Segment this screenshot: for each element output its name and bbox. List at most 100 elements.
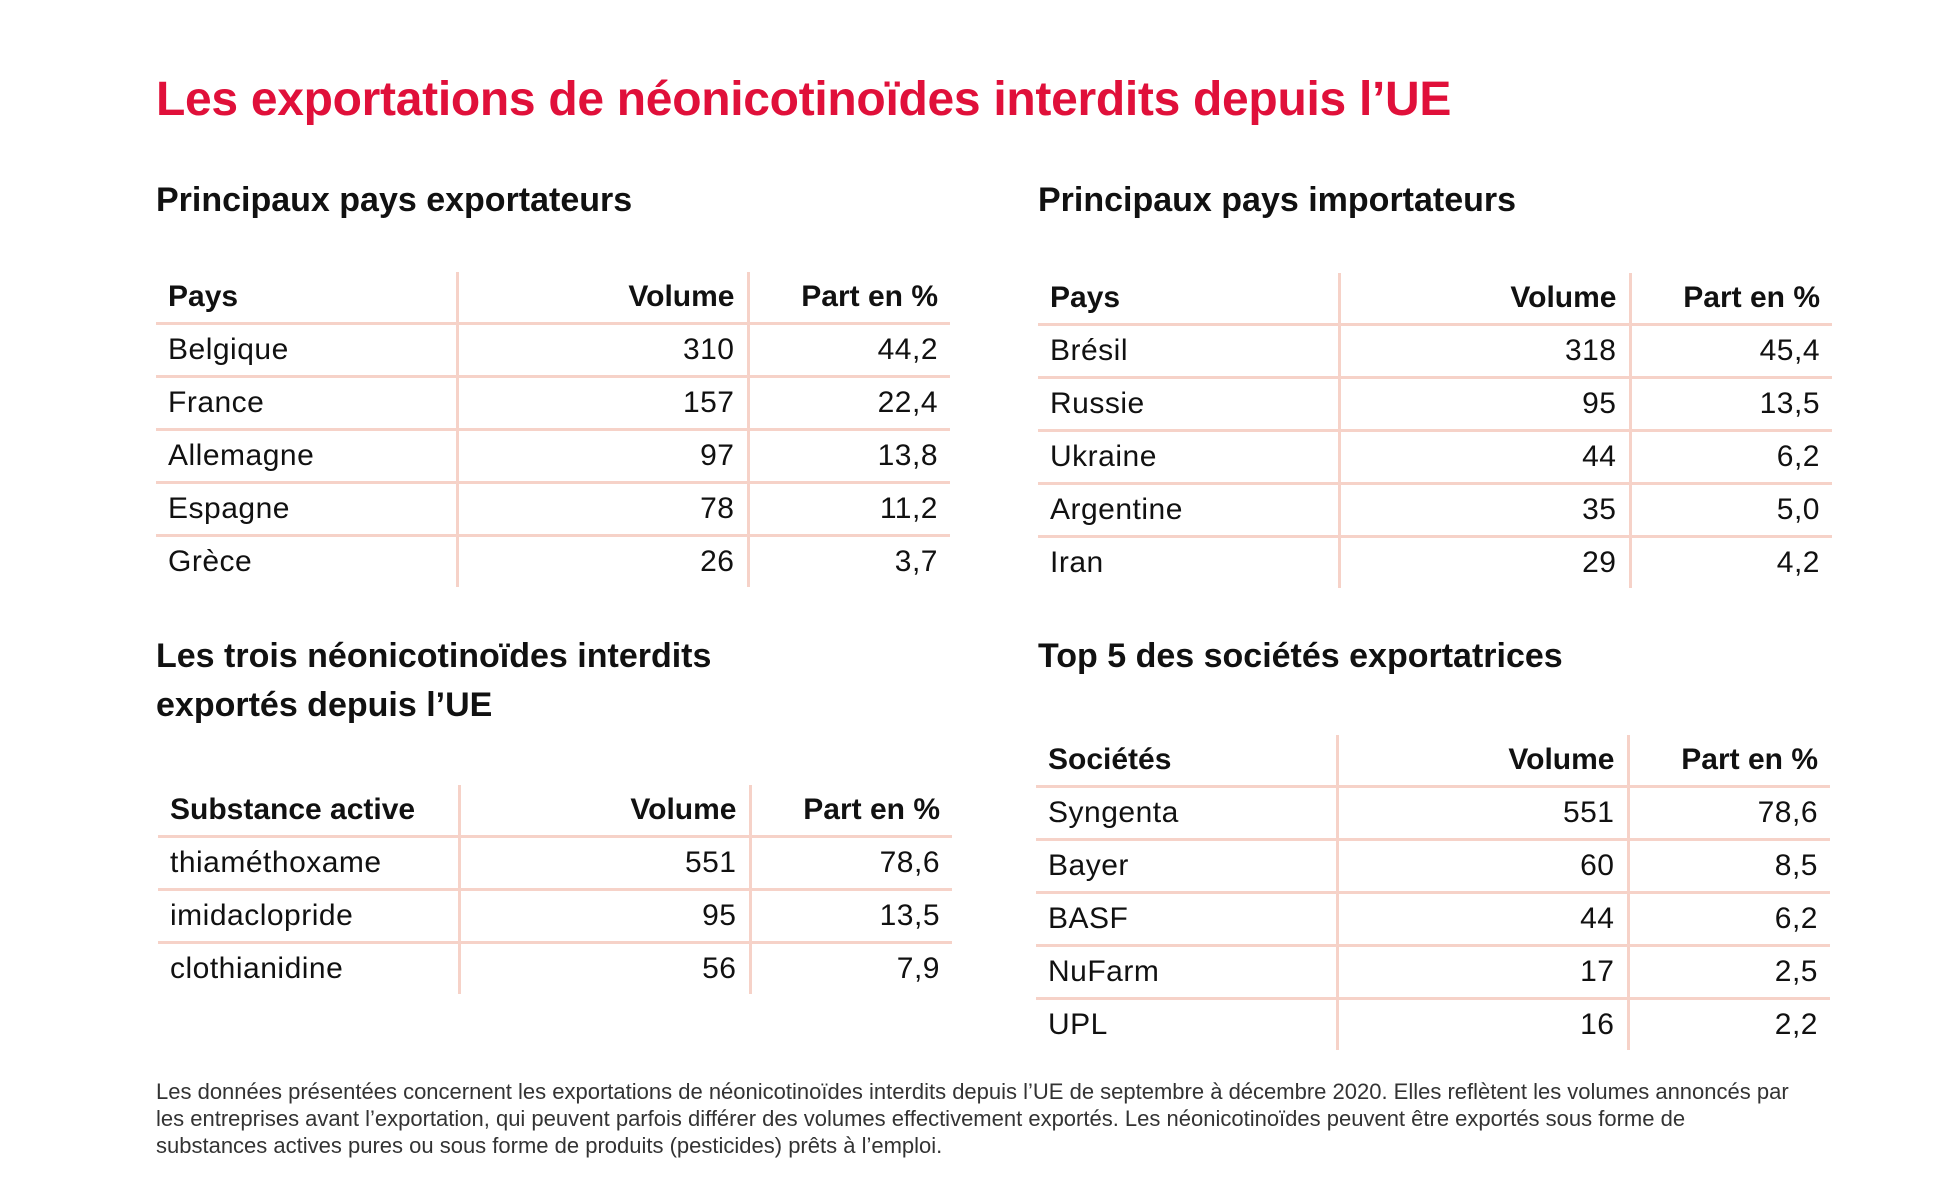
table-row: Bayer 60 8,5 (1036, 839, 1830, 894)
share-cell: 13,5 (1630, 377, 1832, 432)
company-cell: Bayer (1036, 839, 1339, 894)
table-row: BASF 44 6,2 (1036, 892, 1830, 947)
volume-cell: 551 (459, 836, 752, 891)
column-header-volume: Volume (1337, 735, 1630, 788)
share-cell: 13,5 (750, 889, 952, 944)
country-cell: Grèce (156, 535, 459, 587)
column-header-country: Pays (1038, 273, 1341, 326)
column-header-share: Part en % (748, 272, 950, 325)
substances-heading-line-1: Les trois néonicotinoïdes interdits (156, 637, 712, 675)
table-header-row: Pays Volume Part en % (1038, 273, 1832, 326)
volume-cell: 97 (457, 429, 750, 484)
column-header-country: Pays (156, 272, 459, 325)
table-row: Syngenta 551 78,6 (1036, 786, 1830, 841)
page-title: Les exportations de néonicotinoïdes inte… (156, 73, 1452, 126)
substances-heading: Les trois néonicotinoïdes interdits expo… (156, 632, 950, 730)
share-cell: 13,8 (748, 429, 950, 484)
country-cell: Russie (1038, 377, 1341, 432)
table-row: Allemagne 97 13,8 (156, 429, 950, 484)
exporters-table: Pays Volume Part en % Belgique 310 44,2 … (156, 272, 950, 587)
table-row: clothianidine 56 7,9 (158, 942, 952, 994)
substances-table: Substance active Volume Part en % thiamé… (158, 785, 952, 994)
volume-cell: 95 (459, 889, 752, 944)
column-header-substance: Substance active (158, 785, 461, 838)
column-header-share: Part en % (1630, 273, 1832, 326)
volume-cell: 95 (1339, 377, 1632, 432)
country-cell: Espagne (156, 482, 459, 537)
share-cell: 11,2 (748, 482, 950, 537)
column-header-share: Part en % (1628, 735, 1830, 788)
substance-cell: clothianidine (158, 942, 461, 994)
share-cell: 7,9 (896, 952, 940, 985)
column-header-company: Sociétés (1036, 735, 1339, 788)
volume-cell: 78 (457, 482, 750, 537)
importers-table: Pays Volume Part en % Brésil 318 45,4 Ru… (1038, 273, 1832, 588)
footnote: Les données présentées concernent les ex… (156, 1079, 1789, 1158)
company-cell: UPL (1036, 998, 1339, 1050)
table-row: NuFarm 17 2,5 (1036, 945, 1830, 1000)
share-cell: 2,5 (1628, 945, 1830, 1000)
table-row: France 157 22,4 (156, 376, 950, 431)
column-header-volume: Volume (459, 785, 752, 838)
substance-cell: thiaméthoxame (158, 836, 461, 891)
table-row: Belgique 310 44,2 (156, 323, 950, 378)
country-cell: Allemagne (156, 429, 459, 484)
volume-cell: 17 (1337, 945, 1630, 1000)
share-cell: 2,2 (1774, 1008, 1818, 1041)
exporters-heading: Principaux pays exportateurs (156, 181, 633, 219)
volume-cell: 26 (457, 535, 750, 587)
companies-heading: Top 5 des sociétés exportatrices (1038, 637, 1563, 675)
volume-cell: 310 (457, 323, 750, 378)
company-cell: NuFarm (1036, 945, 1339, 1000)
share-cell: 78,6 (750, 836, 952, 891)
share-cell: 78,6 (1628, 786, 1830, 841)
table-row: UPL 16 2,2 (1036, 998, 1830, 1050)
table-row: thiaméthoxame 551 78,6 (158, 836, 952, 891)
table-header-row: Substance active Volume Part en % (158, 785, 952, 838)
exporters-section: Principaux pays exportateurs Pays Volume… (156, 176, 950, 587)
column-header-volume: Volume (1339, 273, 1632, 326)
share-cell: 22,4 (748, 376, 950, 431)
volume-cell: 551 (1337, 786, 1630, 841)
volume-cell: 29 (1339, 536, 1632, 588)
share-cell: 6,2 (1630, 430, 1832, 485)
volume-cell: 318 (1339, 324, 1632, 379)
share-cell: 45,4 (1630, 324, 1832, 379)
importers-heading: Principaux pays importateurs (1038, 181, 1517, 219)
column-header-share: Part en % (750, 785, 952, 838)
volume-cell: 44 (1337, 892, 1630, 947)
table-row: Grèce 26 3,7 (156, 535, 950, 587)
table-row: Iran 29 4,2 (1038, 536, 1832, 588)
companies-section: Top 5 des sociétés exportatrices Société… (1036, 632, 1832, 1050)
table-header-row: Sociétés Volume Part en % (1036, 735, 1830, 788)
company-cell: BASF (1036, 892, 1339, 947)
volume-cell: 56 (459, 942, 752, 994)
table-row: Russie 95 13,5 (1038, 377, 1832, 432)
table-row: imidaclopride 95 13,5 (158, 889, 952, 944)
country-cell: France (156, 376, 459, 431)
share-cell: 44,2 (748, 323, 950, 378)
share-cell: 8,5 (1628, 839, 1830, 894)
country-cell: Argentine (1038, 483, 1341, 538)
country-cell: Iran (1038, 536, 1341, 588)
column-header-volume: Volume (457, 272, 750, 325)
company-cell: Syngenta (1036, 786, 1339, 841)
table-row: Argentine 35 5,0 (1038, 483, 1832, 538)
substances-heading-line-2: exportés depuis l’UE (156, 686, 493, 724)
table-row: Ukraine 44 6,2 (1038, 430, 1832, 485)
importers-section: Principaux pays importateurs Pays Volume… (1038, 176, 1832, 588)
volume-cell: 157 (457, 376, 750, 431)
share-cell: 3,7 (894, 545, 938, 578)
volume-cell: 44 (1339, 430, 1632, 485)
country-cell: Brésil (1038, 324, 1341, 379)
share-cell: 4,2 (1776, 546, 1820, 579)
companies-table: Sociétés Volume Part en % Syngenta 551 7… (1036, 735, 1830, 1050)
share-cell: 5,0 (1630, 483, 1832, 538)
share-cell: 6,2 (1628, 892, 1830, 947)
table-header-row: Pays Volume Part en % (156, 272, 950, 325)
substance-cell: imidaclopride (158, 889, 461, 944)
country-cell: Belgique (156, 323, 459, 378)
substances-section: Les trois néonicotinoïdes interdits expo… (156, 632, 952, 994)
volume-cell: 35 (1339, 483, 1632, 538)
table-row: Brésil 318 45,4 (1038, 324, 1832, 379)
